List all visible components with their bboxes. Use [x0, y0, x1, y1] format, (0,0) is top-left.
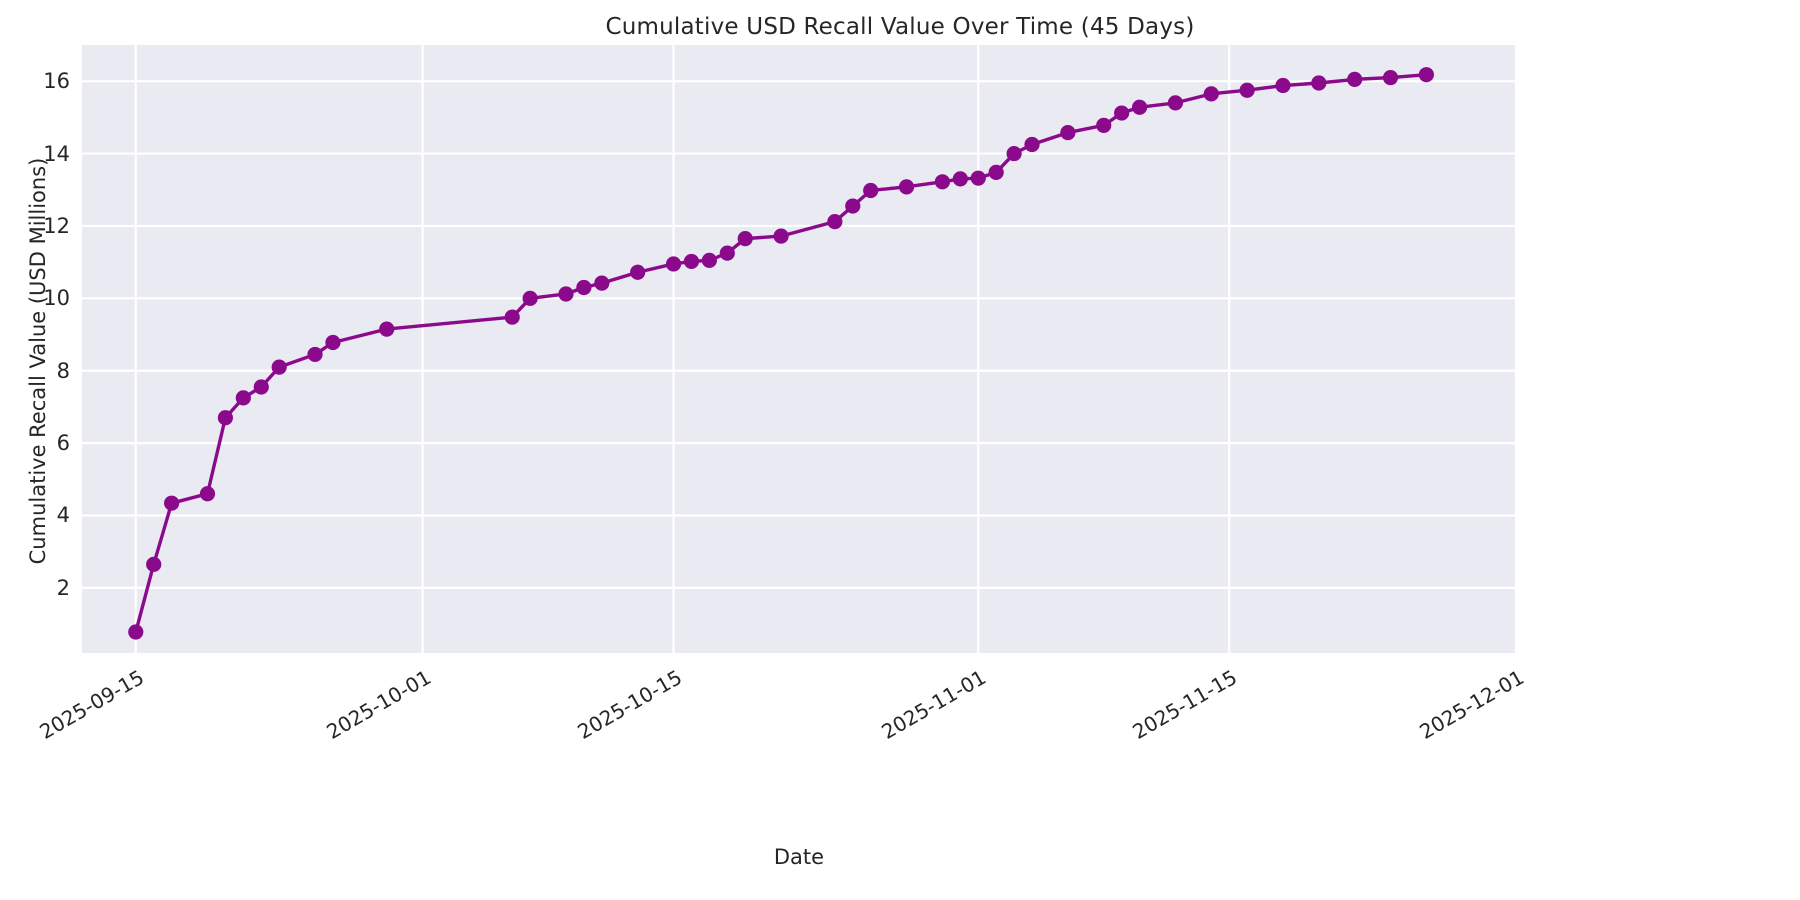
data-point-marker	[719, 245, 735, 261]
data-point-marker	[199, 486, 216, 502]
data-point-marker	[845, 198, 861, 214]
data-point-marker	[504, 309, 520, 325]
y-axis-tick-label: 14	[43, 141, 70, 166]
y-axis-tick-label: 10	[43, 286, 70, 311]
data-point-marker	[271, 359, 287, 375]
data-point-marker	[1418, 67, 1434, 83]
data-point-marker	[1382, 69, 1399, 86]
data-point-marker	[594, 275, 610, 291]
data-point-marker	[1060, 124, 1076, 141]
data-point-marker	[988, 164, 1004, 180]
data-point-marker	[1239, 82, 1255, 98]
data-point-marker	[863, 182, 879, 199]
data-point-marker	[146, 556, 162, 572]
data-point-marker	[307, 346, 323, 363]
y-axis-tick-label: 16	[43, 69, 70, 94]
data-point-marker	[217, 410, 233, 426]
data-point-marker	[164, 495, 180, 511]
data-point-marker	[1203, 86, 1219, 102]
data-point-marker	[128, 624, 144, 640]
data-point-marker	[630, 264, 646, 280]
data-point-marker	[1131, 99, 1148, 115]
data-point-marker	[1167, 95, 1184, 111]
data-point-marker	[379, 321, 395, 337]
data-point-marker	[253, 379, 269, 395]
data-series-line	[134, 72, 1429, 634]
x-axis-tick-label: 2025-11-15	[1128, 665, 1242, 744]
data-point-marker	[1275, 77, 1291, 94]
x-axis-label: Date	[773, 845, 825, 869]
data-point-marker	[522, 290, 538, 306]
data-point-marker	[952, 171, 968, 187]
data-point-marker	[665, 256, 682, 272]
x-axis-tick-label: 2025-12-01	[1415, 665, 1528, 744]
data-point-marker	[1311, 75, 1327, 91]
data-point-marker	[1114, 105, 1130, 121]
y-axis-tick-label: 8	[56, 358, 70, 383]
y-axis-tick-label: 2	[56, 575, 70, 600]
data-point-markers	[128, 67, 1434, 640]
data-point-marker	[934, 174, 951, 190]
y-axis-tick-label: 12	[43, 213, 70, 238]
data-point-marker	[1006, 145, 1022, 162]
data-point-marker	[683, 253, 700, 270]
x-axis-tick-label: 2025-10-01	[321, 665, 435, 744]
grid-lines	[82, 45, 1516, 653]
data-point-marker	[737, 231, 753, 247]
data-point-marker	[970, 170, 986, 186]
x-axis-tick-label: 2025-10-15	[572, 665, 686, 744]
data-point-marker	[898, 179, 915, 195]
data-point-marker	[558, 286, 574, 302]
data-point-marker	[576, 279, 592, 296]
data-point-marker	[235, 390, 251, 406]
data-point-marker	[1347, 71, 1363, 87]
y-axis-tick-label: 6	[56, 431, 70, 456]
x-axis-tick-label: 2025-09-15	[35, 665, 148, 744]
data-point-marker	[701, 252, 717, 268]
data-point-marker	[1024, 136, 1040, 153]
y-axis-tick-label: 4	[56, 503, 70, 528]
data-point-marker	[325, 334, 341, 351]
x-axis-tick-label: 2025-11-01	[877, 665, 991, 744]
chart-title: Cumulative USD Recall Value Over Time (4…	[605, 14, 1195, 40]
data-point-marker	[1096, 117, 1112, 133]
data-point-marker	[773, 228, 789, 244]
data-point-marker	[827, 214, 843, 230]
plot-area	[82, 45, 1516, 653]
line-chart-svg	[82, 45, 1516, 653]
